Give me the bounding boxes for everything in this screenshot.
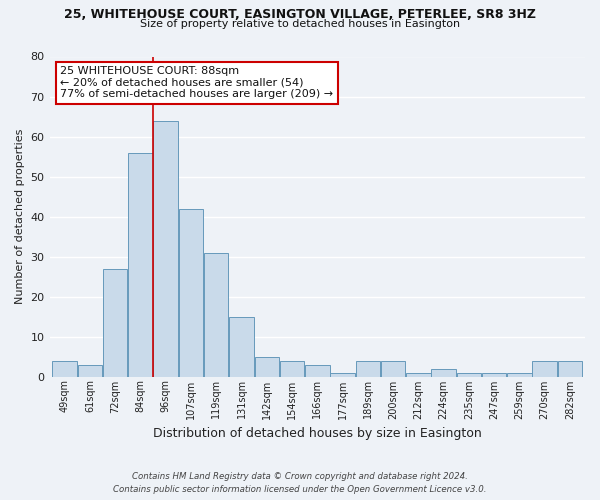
Bar: [482, 372, 506, 376]
Bar: [532, 360, 557, 376]
Bar: [381, 360, 405, 376]
Bar: [557, 360, 582, 376]
Y-axis label: Number of detached properties: Number of detached properties: [15, 129, 25, 304]
Bar: [78, 364, 102, 376]
Bar: [507, 372, 532, 376]
Bar: [457, 372, 481, 376]
Text: 25 WHITEHOUSE COURT: 88sqm
← 20% of detached houses are smaller (54)
77% of semi: 25 WHITEHOUSE COURT: 88sqm ← 20% of deta…: [60, 66, 334, 100]
Bar: [280, 360, 304, 376]
Bar: [204, 252, 229, 376]
Bar: [179, 208, 203, 376]
Bar: [52, 360, 77, 376]
Bar: [229, 316, 254, 376]
Bar: [128, 152, 153, 376]
Bar: [103, 268, 127, 376]
Text: 25, WHITEHOUSE COURT, EASINGTON VILLAGE, PETERLEE, SR8 3HZ: 25, WHITEHOUSE COURT, EASINGTON VILLAGE,…: [64, 8, 536, 20]
Bar: [330, 372, 355, 376]
Bar: [406, 372, 431, 376]
X-axis label: Distribution of detached houses by size in Easington: Distribution of detached houses by size …: [153, 427, 482, 440]
Text: Contains HM Land Registry data © Crown copyright and database right 2024.
Contai: Contains HM Land Registry data © Crown c…: [113, 472, 487, 494]
Bar: [305, 364, 329, 376]
Bar: [254, 356, 279, 376]
Text: Size of property relative to detached houses in Easington: Size of property relative to detached ho…: [140, 19, 460, 29]
Bar: [356, 360, 380, 376]
Bar: [431, 368, 456, 376]
Bar: [154, 120, 178, 376]
